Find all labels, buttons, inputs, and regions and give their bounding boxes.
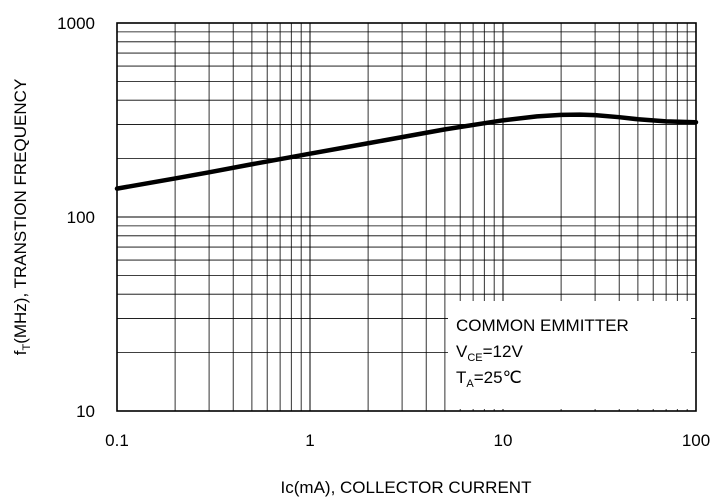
y-tick-label: 10: [76, 402, 95, 421]
annotation-line-3: TA=25℃: [456, 368, 522, 390]
x-tick-label: 100: [682, 431, 710, 450]
annotation-line-2-rest: =12V: [483, 342, 524, 361]
x-tick-label: 1: [305, 431, 314, 450]
plot-frame: [116, 22, 697, 412]
y-tick-label: 100: [67, 208, 95, 227]
annotation-line-1: COMMON EMMITTER: [456, 316, 629, 335]
annotation-line-3-sub: A: [466, 378, 474, 390]
x-tick-label: 0.1: [105, 431, 129, 450]
annotation-line-2-sub: CE: [467, 352, 482, 364]
y-axis-title-main: f: [11, 350, 30, 355]
series-layer: [114, 112, 699, 191]
y-axis-title: fT(MHz), TRANSTION FREQUENCY: [11, 79, 33, 356]
series-line: [114, 112, 699, 191]
annotation-line-3-rest: =25℃: [474, 368, 522, 387]
y-tick-labels: 10 100 1000: [57, 14, 95, 421]
y-axis-title-rest: (MHz), TRANSTION FREQUENCY: [11, 79, 30, 344]
y-tick-label: 1000: [57, 14, 95, 33]
x-tick-labels: 0.1 1 10 100: [105, 431, 710, 450]
annotation-line-2: VCE=12V: [456, 342, 523, 364]
annotation-line-3-main: T: [456, 368, 466, 387]
annotation-box: COMMON EMMITTER VCE=12V TA=25℃: [448, 301, 691, 409]
annotation-line-2-main: V: [456, 342, 468, 361]
x-axis-title: Ic(mA), COLLECTOR CURRENT: [281, 478, 532, 497]
x-tick-label: 10: [494, 431, 513, 450]
y-axis-title-sub: T: [21, 344, 33, 351]
